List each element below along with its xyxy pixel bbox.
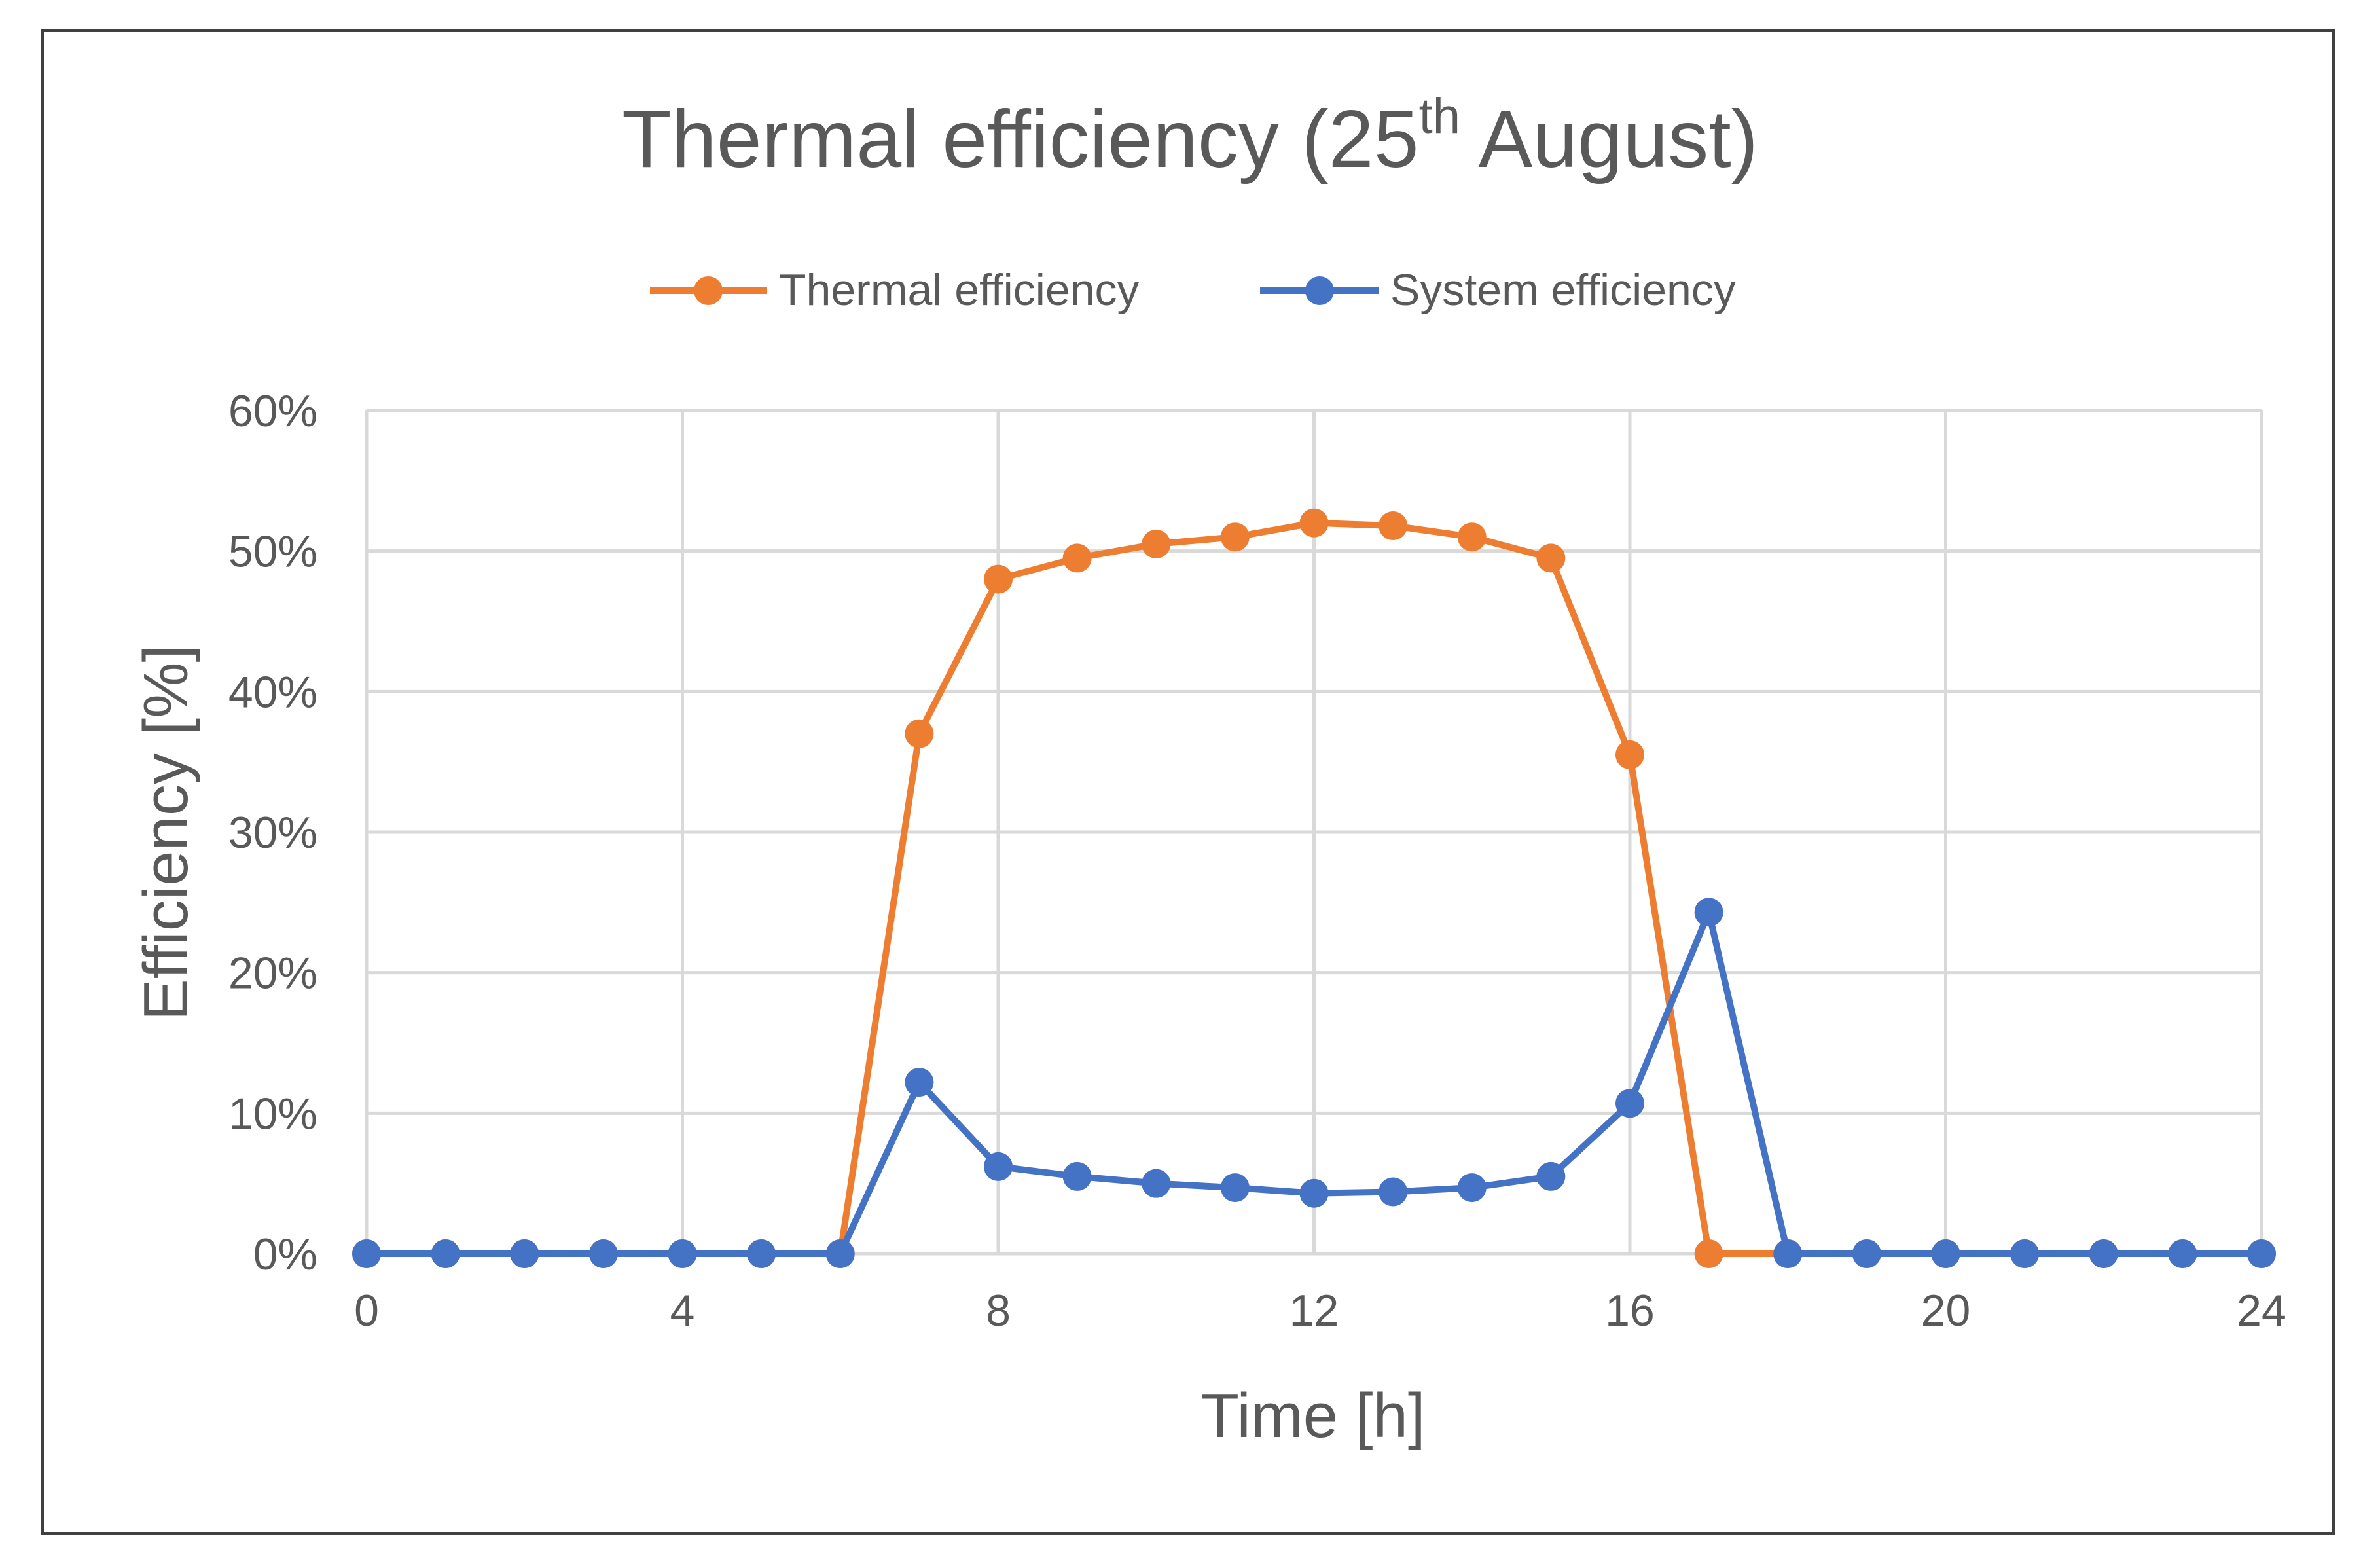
legend-system-label: System efficiency	[1390, 265, 1736, 315]
point-system-efficiency	[1142, 1169, 1171, 1198]
chart-title-superscript: th	[1419, 88, 1460, 144]
point-thermal-efficiency	[1694, 1239, 1723, 1268]
x-tick-label: 12	[1289, 1286, 1339, 1336]
point-system-efficiency	[1536, 1161, 1566, 1191]
point-thermal-efficiency	[905, 719, 934, 748]
chart-frame	[41, 29, 2335, 1535]
point-thermal-efficiency	[1142, 529, 1171, 558]
point-system-efficiency	[668, 1239, 697, 1268]
x-tick-labels: 0 4 8 12 16 20 24	[354, 1286, 2286, 1336]
point-system-efficiency	[1220, 1173, 1250, 1203]
point-system-efficiency	[1062, 1161, 1092, 1191]
point-thermal-efficiency	[1299, 508, 1329, 538]
point-system-efficiency	[1457, 1173, 1487, 1203]
legend-thermal-marker	[694, 276, 723, 305]
legend-system-marker	[1305, 276, 1334, 305]
point-thermal-efficiency	[1457, 522, 1487, 552]
point-system-efficiency	[1852, 1239, 1881, 1268]
x-tick-label: 8	[986, 1286, 1011, 1336]
point-thermal-efficiency	[1062, 543, 1092, 573]
point-system-efficiency	[905, 1068, 934, 1097]
x-tick-label: 4	[670, 1286, 695, 1336]
point-system-efficiency	[431, 1239, 460, 1268]
chart-title-main: Thermal efficiency (25	[622, 94, 1419, 185]
y-tick-label: 40%	[228, 667, 317, 717]
y-tick-label: 20%	[228, 949, 317, 998]
point-system-efficiency	[747, 1239, 776, 1268]
y-axis-label: Efficiency [%]	[131, 645, 201, 1021]
legend-thermal-label: Thermal efficiency	[779, 265, 1140, 315]
y-tick-label: 30%	[228, 808, 317, 858]
y-tick-label: 0%	[253, 1230, 317, 1279]
x-tick-label: 16	[1605, 1286, 1655, 1336]
point-system-efficiency	[1299, 1178, 1329, 1208]
y-tick-label: 50%	[228, 527, 317, 577]
x-tick-label: 0	[354, 1286, 379, 1336]
chart-title: Thermal efficiency (25th August)	[622, 88, 1758, 185]
point-thermal-efficiency	[1615, 740, 1644, 769]
chart-title-tail: August)	[1460, 94, 1758, 185]
point-system-efficiency	[510, 1239, 539, 1268]
legend: Thermal efficiency System efficiency	[650, 265, 1736, 315]
point-system-efficiency	[1773, 1239, 1803, 1268]
point-system-efficiency	[2089, 1239, 2118, 1268]
x-axis-label: Time [h]	[1200, 1381, 1425, 1451]
gridlines	[365, 409, 2263, 1256]
point-system-efficiency	[588, 1239, 618, 1268]
y-tick-labels: 0% 10% 20% 30% 40% 50% 60%	[228, 386, 317, 1279]
point-system-efficiency	[984, 1152, 1013, 1181]
point-thermal-efficiency	[984, 564, 1013, 594]
point-system-efficiency	[825, 1239, 855, 1268]
y-tick-label: 60%	[228, 386, 317, 436]
point-system-efficiency	[352, 1239, 381, 1268]
point-thermal-efficiency	[1379, 511, 1408, 541]
point-system-efficiency	[1694, 898, 1723, 927]
series-layer	[352, 508, 2276, 1268]
series-system-efficiency	[352, 898, 2276, 1268]
y-tick-label: 10%	[228, 1089, 317, 1139]
point-system-efficiency	[1931, 1239, 1960, 1268]
point-system-efficiency	[2010, 1239, 2040, 1268]
point-system-efficiency	[2168, 1239, 2197, 1268]
x-tick-label: 20	[1921, 1286, 1971, 1336]
x-tick-label: 24	[2237, 1286, 2286, 1336]
point-thermal-efficiency	[1536, 543, 1566, 573]
point-thermal-efficiency	[1220, 522, 1250, 552]
point-system-efficiency	[2247, 1239, 2276, 1268]
point-system-efficiency	[1615, 1089, 1644, 1118]
point-system-efficiency	[1379, 1177, 1408, 1207]
